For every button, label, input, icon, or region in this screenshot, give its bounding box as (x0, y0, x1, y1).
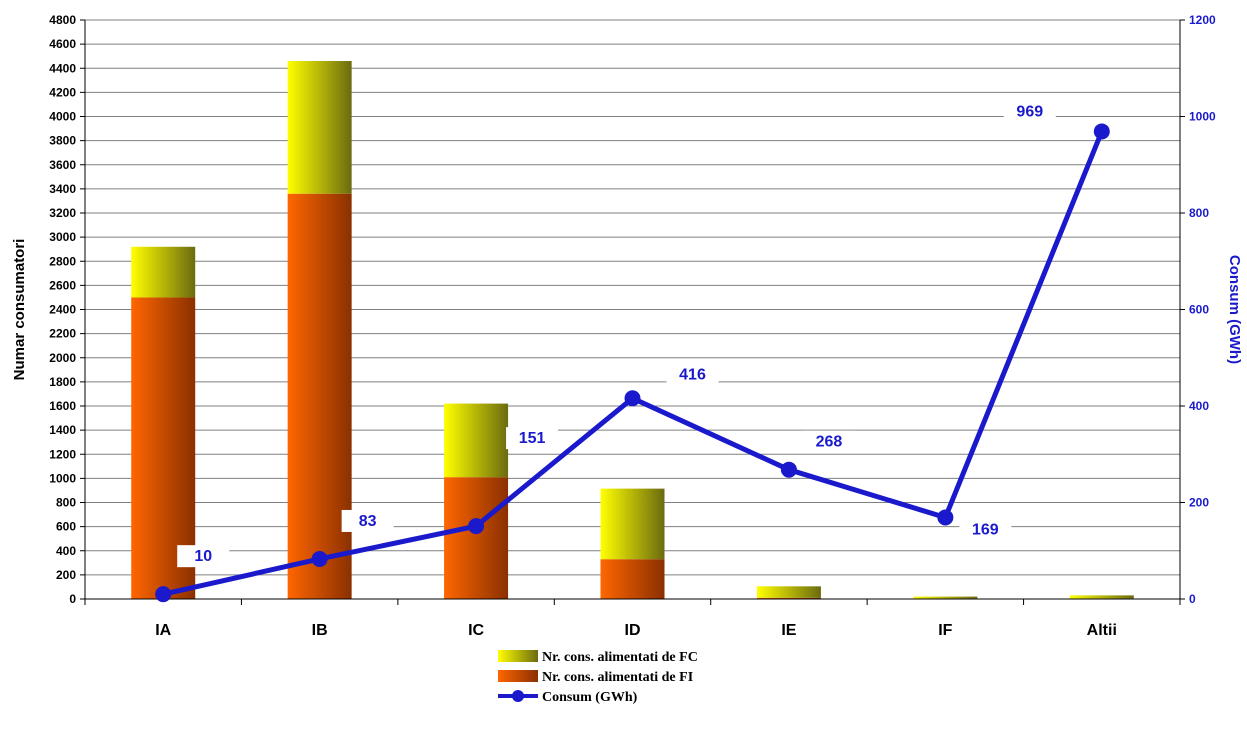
x-tick-label: IA (155, 622, 171, 639)
data-label: 151 (519, 430, 546, 447)
bar-fc (131, 246, 196, 298)
data-label-bg (1003, 100, 1056, 123)
bar-fc (287, 61, 352, 194)
data-label: 83 (359, 513, 377, 530)
y-tick-label: 1000 (49, 471, 76, 485)
consum-point (1093, 123, 1110, 140)
bar-fi (287, 193, 352, 599)
bar-fc (756, 586, 821, 598)
y-tick-label: 200 (56, 568, 76, 582)
bar-fc (913, 596, 978, 599)
y-tick-label: 2600 (49, 278, 76, 292)
y-tick-label: 2400 (49, 303, 76, 317)
x-tick-label: Altii (1087, 622, 1117, 639)
y-right-tick-label: 1200 (1189, 13, 1216, 27)
y-right-tick-label: 1000 (1189, 110, 1216, 124)
bar-fc (444, 403, 509, 478)
data-label-bg (666, 363, 719, 386)
x-tick-label: IF (938, 622, 952, 639)
y-tick-label: 1800 (49, 375, 76, 389)
consum-point (311, 550, 328, 567)
y-tick-label: 4400 (49, 61, 76, 75)
x-tick-label: ID (625, 622, 641, 639)
y-tick-label: 400 (56, 544, 76, 558)
bar-fi (756, 597, 821, 599)
data-label-bg (959, 518, 1012, 541)
legend-label: Consum (GWh) (542, 690, 638, 705)
y-right-tick-label: 200 (1189, 496, 1209, 510)
y-tick-label: 4600 (49, 37, 76, 51)
y-tick-label: 1400 (49, 423, 76, 437)
data-labels: 10 83 151 416 268 169 969 (177, 100, 1056, 568)
data-label: 10 (194, 548, 212, 565)
y-tick-label: 1200 (49, 447, 76, 461)
y-right-tick-label: 600 (1189, 303, 1209, 317)
y-tick-label: 3200 (49, 206, 76, 220)
data-label-bg (177, 545, 230, 568)
y-tick-label: 0 (69, 592, 76, 606)
gridlines (85, 19, 1180, 576)
data-label: 268 (816, 434, 843, 451)
y-right-tick-label: 400 (1189, 399, 1209, 413)
axes: 0200400600800100012001400160018002000220… (11, 13, 1243, 639)
y-tick-label: 3600 (49, 158, 76, 172)
y-tick-label: 1600 (49, 399, 76, 413)
data-label-bg (802, 430, 855, 453)
y-tick-label: 4800 (49, 13, 76, 27)
legend: Nr. cons. alimentati de FC Nr. cons. alim… (498, 650, 698, 705)
consum-point (937, 509, 954, 526)
consum-point (155, 586, 172, 603)
y-axis-right-title: Consum (GWh) (1226, 255, 1243, 364)
data-label: 969 (1016, 103, 1043, 120)
y-axis-title: Numar consumatori (11, 239, 28, 381)
data-label-bg (506, 427, 559, 450)
legend-label: Nr. cons. alimentati de FI (542, 670, 693, 685)
legend-swatch-bar (498, 670, 538, 682)
data-label: 169 (972, 521, 999, 538)
y-tick-label: 2800 (49, 254, 76, 268)
y-right-tick-label: 800 (1189, 206, 1209, 220)
data-label-bg (341, 509, 394, 532)
y-right-tick-label: 0 (1189, 592, 1196, 606)
y-tick-label: 4000 (49, 110, 76, 124)
y-tick-label: 800 (56, 496, 76, 510)
y-tick-label: 600 (56, 520, 76, 534)
y-tick-label: 4200 (49, 85, 76, 99)
y-tick-label: 3800 (49, 134, 76, 148)
consum-point (468, 518, 485, 535)
bar-fi (600, 559, 665, 599)
consum-point (624, 390, 641, 407)
bar-fi (444, 477, 509, 599)
data-label: 416 (679, 366, 706, 383)
x-tick-label: IE (781, 622, 796, 639)
x-tick-label: IC (468, 622, 484, 639)
bar-series (131, 61, 1134, 599)
bar-fc (1069, 595, 1134, 599)
legend-label: Nr. cons. alimentati de FC (542, 650, 698, 665)
y-tick-label: 3400 (49, 182, 76, 196)
legend-swatch-bar (498, 650, 538, 662)
legend-swatch-marker (512, 690, 524, 702)
y-tick-label: 2200 (49, 327, 76, 341)
line-series (155, 123, 1110, 603)
y-tick-label: 2000 (49, 351, 76, 365)
y-tick-label: 3000 (49, 230, 76, 244)
consum-point (780, 461, 797, 478)
bar-fc (600, 488, 665, 560)
x-tick-label: IB (312, 622, 328, 639)
